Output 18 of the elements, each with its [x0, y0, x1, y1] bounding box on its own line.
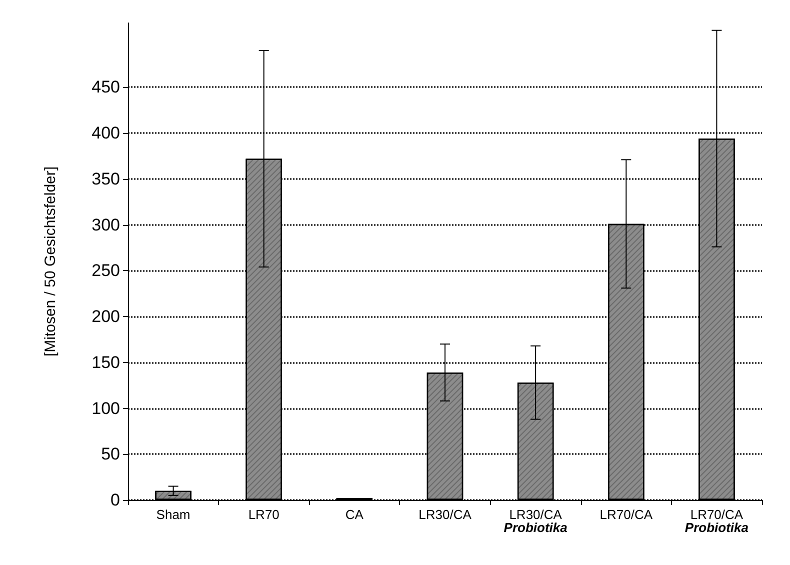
- y-tick-label: 350: [92, 169, 120, 188]
- y-tick-label: 200: [92, 307, 120, 326]
- y-tick-label: 300: [92, 215, 120, 234]
- y-tick-label: 450: [92, 78, 120, 97]
- y-axis-title: [Mitosen / 50 Gesichtsfelder]: [42, 166, 59, 357]
- y-tick-label: 0: [110, 490, 120, 510]
- y-tick-label: 150: [92, 352, 120, 372]
- y-tick-label: 250: [92, 261, 120, 280]
- x-tick-label: LR70: [248, 507, 280, 522]
- y-tick-label: 400: [92, 124, 120, 143]
- x-tick-label: LR30/CA: [418, 507, 472, 522]
- y-tick-label: 100: [92, 398, 120, 418]
- x-tick-label: LR70/CA: [600, 507, 653, 522]
- x-tick-label: LR30/CA Probiotika: [504, 507, 568, 535]
- x-tick-label: LR70/CA Probiotika: [684, 507, 749, 535]
- x-tick-label: CA: [345, 507, 364, 522]
- x-tick-label: Sham: [156, 507, 190, 522]
- y-tick-label: 50: [101, 444, 120, 464]
